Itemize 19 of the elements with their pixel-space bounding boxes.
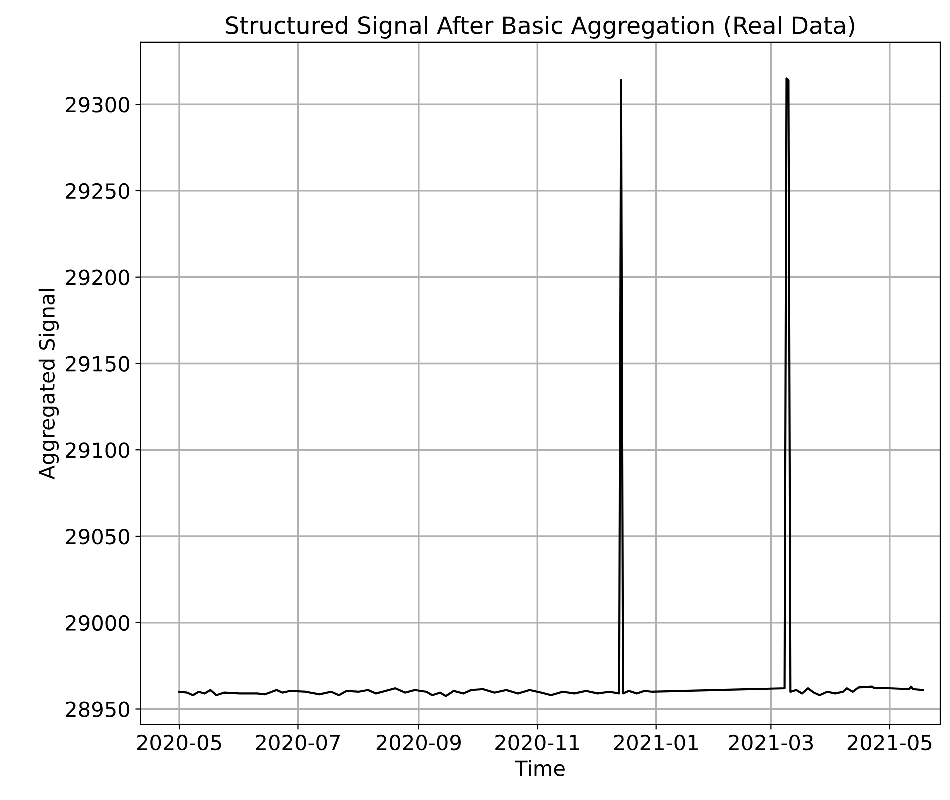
y-tick-label: 29300: [66, 97, 130, 113]
y-tick-label: 28950: [66, 702, 130, 718]
y-tick-label: 29200: [66, 270, 130, 286]
x-tick-label: 2020-09: [376, 734, 461, 751]
x-tick-label: 2021-01: [614, 734, 698, 751]
y-tick-label: 29100: [66, 442, 130, 458]
x-tick-label: 2020-07: [256, 734, 340, 751]
line-series: [178, 78, 924, 698]
x-tick-label: 2021-05: [848, 734, 932, 751]
chart-title: Structured Signal After Basic Aggregation (Real Data): [226, 16, 854, 39]
y-tick-label: 29050: [66, 528, 130, 545]
x-tick-label: 2020-05: [138, 734, 222, 751]
y-axis-title: Aggregated Signal: [38, 289, 60, 480]
x-tick-label: 2020-11: [496, 734, 580, 751]
y-tick-label: 29150: [66, 356, 130, 372]
x-tick-label: 2021-03: [729, 734, 814, 751]
x-axis-title: Time: [515, 760, 565, 776]
y-tick-label: 29000: [66, 615, 130, 632]
y-tick-label: 29250: [66, 183, 130, 200]
